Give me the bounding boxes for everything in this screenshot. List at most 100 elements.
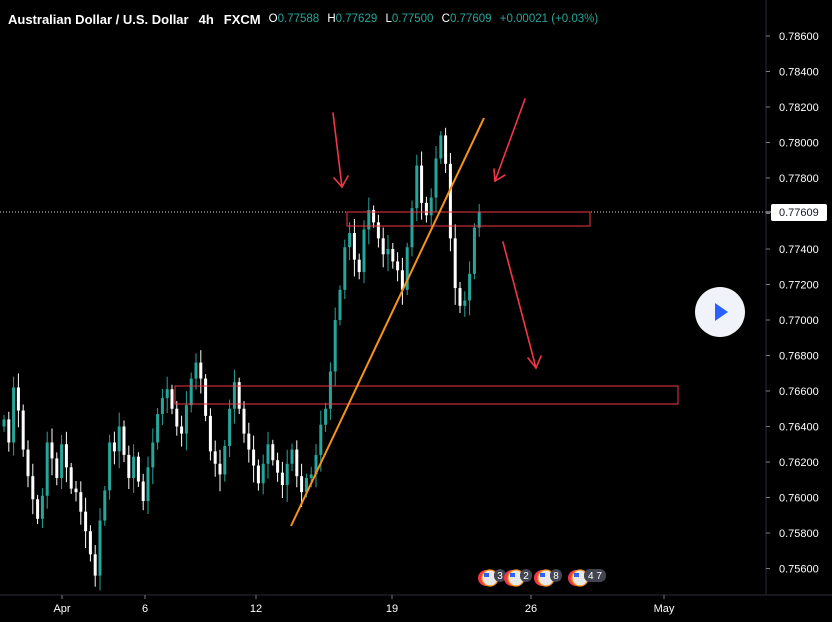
candle-body: [314, 454, 318, 475]
candle-body: [242, 408, 246, 434]
candle-body: [400, 270, 404, 290]
price-tick-label: 0.76400: [779, 422, 819, 434]
candle-body: [372, 209, 376, 223]
event-badge[interactable]: 2: [504, 569, 532, 587]
price-tick-label: 0.76000: [779, 493, 819, 505]
arrow-down-left[interactable]: [332, 112, 349, 189]
candle-body: [189, 378, 193, 406]
price-tick-label: 0.77800: [779, 173, 819, 185]
candle-body: [160, 398, 164, 415]
arrow-target[interactable]: [502, 241, 542, 370]
annotation-arrows: [332, 98, 542, 370]
event-count-pill: [494, 569, 506, 582]
candle-body: [55, 458, 59, 478]
open-value: 0.77588: [277, 13, 320, 25]
candle-body: [458, 288, 462, 306]
candle-body: [285, 463, 289, 486]
source-label: FXCM: [223, 11, 261, 27]
candle-body: [468, 273, 472, 301]
candle-body: [12, 387, 16, 443]
candle-body: [2, 419, 6, 427]
price-tick-label: 0.76200: [779, 457, 819, 469]
price-tick-label: 0.75600: [779, 564, 819, 576]
candle-body: [247, 433, 251, 450]
flag-canton: [540, 573, 545, 577]
candle-body: [381, 238, 385, 255]
candle-body: [69, 467, 73, 489]
candle-body: [348, 233, 352, 248]
candle-body: [290, 449, 294, 464]
annotation-zones: [174, 211, 679, 405]
candle-body: [103, 490, 107, 521]
candle-body: [208, 415, 212, 452]
candle-body: [204, 378, 208, 416]
event-badge[interactable]: 8: [534, 569, 562, 587]
candle-body: [424, 202, 428, 216]
candle-body: [463, 300, 467, 306]
price-tick-label: 0.77400: [779, 244, 819, 256]
high-value: 0.77629: [335, 13, 378, 25]
interval-label[interactable]: 4h: [198, 11, 214, 27]
candle-body: [21, 410, 25, 450]
candle-body: [391, 249, 395, 262]
event-badge[interactable]: 4 7: [568, 569, 606, 587]
candle-body: [127, 454, 131, 478]
event-count-pill: [584, 569, 606, 582]
change-value: +0.00021 (+0.03%): [499, 13, 599, 25]
time-tick-label: 6: [142, 603, 148, 615]
economic-events[interactable]: 3 2 8 4 7: [478, 569, 606, 587]
price-tick-label: 0.78600: [779, 31, 819, 43]
candle-body: [295, 449, 299, 477]
candle-body: [165, 389, 169, 399]
time-tick-label: Apr: [53, 603, 70, 615]
candle-body: [420, 165, 424, 203]
candles-layer: [2, 127, 481, 591]
candle-body: [223, 446, 227, 475]
candle-body: [228, 408, 232, 447]
candle-body: [266, 444, 270, 464]
resistance-zone[interactable]: [346, 211, 591, 227]
candle-body: [156, 414, 160, 443]
candle-body: [271, 444, 275, 461]
time-axis[interactable]: Apr 6 12 19 26 May: [0, 594, 832, 615]
arrow-down-right[interactable]: [493, 98, 526, 183]
time-tick-label: 12: [250, 603, 262, 615]
play-button[interactable]: [695, 287, 745, 337]
candle-body: [237, 382, 241, 409]
ohlc-values: O0.77588 H0.77629 L0.77500 C0.77609 +0.0…: [269, 13, 604, 25]
trendline[interactable]: [290, 117, 485, 527]
candle-body: [333, 320, 337, 372]
price-axis[interactable]: 0.78600 0.78400 0.78200 0.78000 0.77800 0.776…: [765, 0, 827, 595]
open-label: O: [268, 13, 278, 25]
price-tick-label: 0.77000: [779, 315, 819, 327]
event-badge[interactable]: 3: [478, 569, 506, 587]
candle-body: [415, 165, 419, 209]
low-label: L: [385, 13, 392, 25]
symbol-title[interactable]: Australian Dollar / U.S. Dollar: [8, 11, 189, 27]
candle-body: [112, 442, 116, 452]
candle-body: [444, 135, 448, 164]
candle-body: [146, 467, 150, 502]
candle-body: [477, 211, 481, 228]
candle-body: [396, 261, 400, 271]
support-zone[interactable]: [174, 385, 679, 405]
close-value: 0.77609: [449, 13, 492, 25]
candle-body: [108, 442, 112, 491]
candle-body: [98, 520, 102, 576]
last-price-label: 0.77609: [779, 207, 819, 219]
event-count: 2: [523, 571, 529, 582]
candle-body: [88, 531, 92, 555]
price-tick-label: 0.78400: [779, 67, 819, 79]
price-tick-label: 0.76600: [779, 386, 819, 398]
candle-body: [319, 424, 323, 455]
event-count: 8: [553, 571, 559, 582]
candle-body: [328, 371, 332, 409]
candle-body: [256, 465, 260, 484]
candle-body: [300, 476, 304, 493]
candle-body: [362, 229, 366, 273]
time-tick-label: May: [654, 603, 675, 615]
candle-body: [84, 511, 88, 532]
candle-body: [132, 456, 136, 478]
candle-body: [324, 408, 328, 425]
